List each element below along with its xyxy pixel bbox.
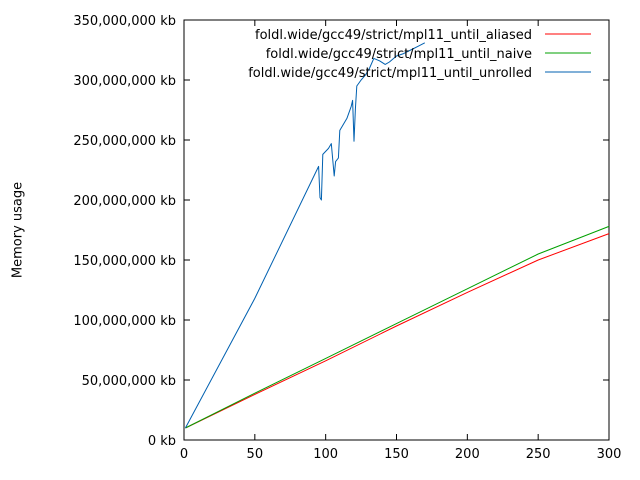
y-axis-label: Memory usage — [11, 182, 26, 278]
y-tick-label: 250,000,000 kb — [73, 134, 176, 149]
y-tick-label: 200,000,000 kb — [73, 194, 176, 209]
y-tick-label: 300,000,000 kb — [73, 74, 176, 89]
y-tick-label: 0 kb — [148, 434, 176, 449]
y-tick-label: 150,000,000 kb — [73, 254, 176, 269]
series-layer — [184, 42, 610, 429]
x-axis: 0 50 100 150 200 250 300 — [180, 20, 622, 462]
x-tick-label: 0 — [180, 447, 188, 462]
x-tick-label: 50 — [247, 447, 264, 462]
x-tick-label: 250 — [526, 447, 551, 462]
y-tick-label: 350,000,000 kb — [73, 14, 176, 29]
x-tick-label: 150 — [384, 447, 409, 462]
y-axis: 0 kb 50,000,000 kb 100,000,000 kb 150,000,0… — [73, 14, 609, 449]
plot-frame — [183, 19, 610, 441]
y-tick-label: 100,000,000 kb — [73, 314, 176, 329]
legend-label: foldl.wide/gcc49/strict/mpl11_until_naiv… — [266, 47, 532, 62]
legend-label: foldl.wide/gcc49/strict/mpl11_until_unro… — [248, 66, 532, 81]
series-line-2 — [185, 225, 610, 429]
x-tick-label: 100 — [313, 447, 338, 462]
series-line-3 — [184, 42, 426, 429]
series-line-1 — [185, 233, 610, 429]
legend-label: foldl.wide/gcc49/strict/mpl11_until_alia… — [255, 28, 532, 43]
legend: foldl.wide/gcc49/strict/mpl11_until_alia… — [248, 28, 591, 81]
y-tick-label: 50,000,000 kb — [82, 374, 176, 389]
x-tick-label: 200 — [455, 447, 480, 462]
x-tick-label: 300 — [597, 447, 622, 462]
